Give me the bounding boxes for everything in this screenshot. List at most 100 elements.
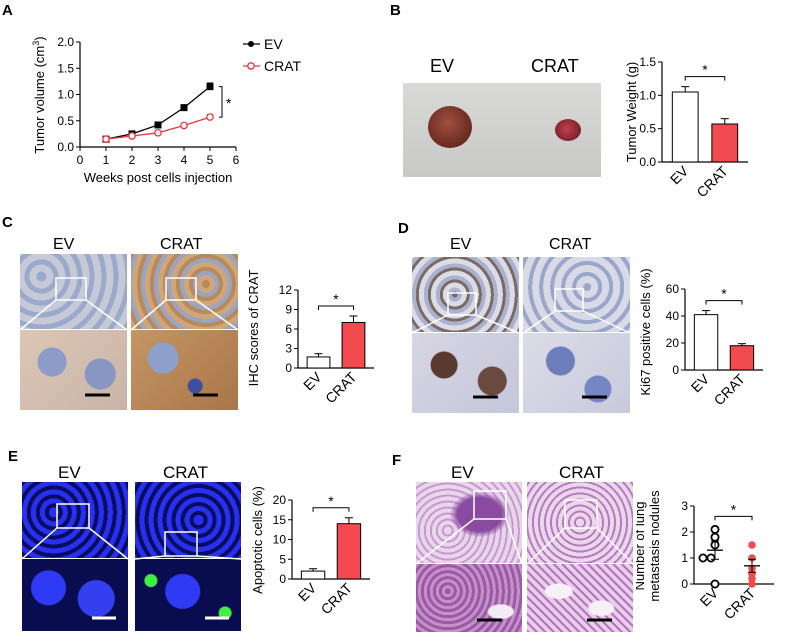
data-point-crat <box>128 132 136 140</box>
bar-crat <box>336 523 362 580</box>
y-tick-label: 9 <box>285 303 292 317</box>
panel-label-e: E <box>8 448 19 465</box>
y-tick-label: 1.5 <box>639 55 656 69</box>
y-tick-label: 1.0 <box>57 88 74 102</box>
bar-ev <box>306 356 331 369</box>
x-tick-label: 5 <box>207 153 214 167</box>
y-tick-label: 2 <box>681 525 688 539</box>
data-point-ev <box>710 579 720 589</box>
y-tick-label: 0.0 <box>639 155 656 169</box>
y-tick-label: 0 <box>672 363 679 377</box>
y-axis-label: Number of lung <box>636 502 647 591</box>
bar-crat <box>341 322 366 369</box>
ki67-zoom-overlay <box>412 288 631 399</box>
lung-crat-low-mag <box>527 482 633 563</box>
data-point-ev <box>180 104 188 112</box>
x-tick-label-ev: EV <box>300 368 325 393</box>
significance-star: * <box>333 291 339 307</box>
tunel-label-crat: CRAT <box>163 463 209 482</box>
significance-bracket <box>318 305 354 310</box>
photo-label-ev: EV <box>430 56 455 76</box>
y-tick-label: 0.5 <box>57 114 74 128</box>
significance-bracket <box>684 76 726 81</box>
y-tick-label: 0.0 <box>57 140 74 154</box>
data-point-ev <box>710 524 720 534</box>
x-tick-label: 0 <box>77 153 84 167</box>
x-tick-label-crat: CRAT <box>318 579 356 617</box>
x-tick-label-ev: EV <box>295 579 320 604</box>
y-axis-label: Tumor Weight (g) <box>624 62 639 162</box>
ki67-ev-low-mag <box>412 257 519 332</box>
data-point-crat <box>748 580 756 588</box>
y-tick-label: 0 <box>279 572 286 586</box>
y-tick-label: 1.0 <box>639 88 656 102</box>
data-point-ev <box>706 553 716 563</box>
data-point-crat <box>748 575 756 583</box>
ihc-zoom-overlay <box>20 277 239 397</box>
x-tick-label: 6 <box>233 153 240 167</box>
significance-star: * <box>226 95 232 111</box>
ki67-crat-low-mag <box>523 257 630 332</box>
panel-label-f: F <box>392 452 402 469</box>
legend-label-crat: CRAT <box>264 58 302 74</box>
panel-label-d: D <box>398 220 409 237</box>
tunel-crat-low-mag <box>135 482 241 558</box>
ki67-label-crat: CRAT <box>549 236 592 253</box>
y-tick-label: 1.5 <box>57 61 74 75</box>
x-tick-label-crat: CRAT <box>721 584 759 622</box>
ki67-crat-high-mag <box>523 333 630 413</box>
data-point-crat <box>748 554 756 562</box>
tumor-photo <box>403 83 601 177</box>
bar-crat <box>729 345 755 371</box>
lung-label-crat: CRAT <box>559 463 605 482</box>
ihc-ev-high-mag <box>20 330 127 410</box>
significance-star: * <box>328 493 334 509</box>
y-axis-label: Tumor volume (cm3) <box>31 36 47 153</box>
significance-bracket <box>312 507 350 512</box>
y-tick-label: 15 <box>273 513 287 527</box>
data-point-crat <box>748 541 756 549</box>
ihc-crat-high-mag <box>131 330 238 410</box>
x-axis-label: Weeks post cells injection <box>84 170 233 185</box>
x-tick-label: 2 <box>129 153 136 167</box>
tunel-ev-high-mag <box>22 559 128 631</box>
data-point-crat <box>748 569 756 578</box>
data-point-ev <box>206 83 214 91</box>
tunel-zoom-overlay <box>22 503 242 620</box>
y-tick-label: 0 <box>681 577 688 591</box>
y-tick-label: 5 <box>279 552 286 566</box>
data-point-crat <box>180 121 188 130</box>
y-axis-label: Ki67 positive cells (%) <box>638 268 653 395</box>
photo-label-crat: CRAT <box>531 56 579 76</box>
data-point-crat <box>206 113 214 121</box>
x-tick-label-ev: EV <box>688 370 713 395</box>
bar-ev <box>671 91 699 163</box>
x-tick-label: 4 <box>181 153 188 167</box>
y-axis-label: metastasis nodules <box>647 490 662 602</box>
lung-crat-high-mag <box>527 564 633 632</box>
y-axis-label: Apoptotic cells (%) <box>250 486 265 594</box>
y-tick-label: 6 <box>285 322 292 336</box>
x-tick-label: 1 <box>103 153 110 167</box>
bar-ev <box>693 314 719 371</box>
legend-label-ev: EV <box>264 36 283 52</box>
significance-star: * <box>731 501 737 517</box>
y-axis-label: IHC scores of CRAT <box>246 270 261 387</box>
bar-ev <box>300 570 326 580</box>
lung-nodules-scatter-chart: 0 1 2 3 Number of lung metastasis nodules EV CR… <box>636 490 774 622</box>
ki67-ev-high-mag <box>412 333 519 413</box>
y-tick-label: 20 <box>273 493 287 507</box>
ki67-label-ev: EV <box>450 236 472 253</box>
y-tick-label: 12 <box>279 283 293 297</box>
ihc-label-crat: CRAT <box>160 236 203 253</box>
significance-star: * <box>721 286 727 302</box>
y-tick-label: 20 <box>666 336 680 350</box>
legend-marker-ev <box>248 41 254 47</box>
x-tick-label-crat: CRAT <box>693 162 731 200</box>
y-tick-label: 40 <box>666 309 680 323</box>
x-tick-label-ev: EV <box>667 162 692 187</box>
ev-tumor <box>428 106 472 148</box>
y-tick-label: 1 <box>681 551 688 565</box>
